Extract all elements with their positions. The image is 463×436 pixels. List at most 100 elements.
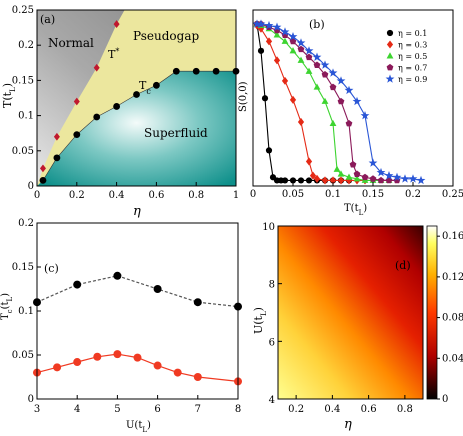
- tstar-point: [73, 97, 80, 106]
- panel-d-ytick-label: 4: [269, 395, 275, 406]
- panel-c-ylabel: Tc(tL): [0, 293, 14, 320]
- panel-b-xtick-label: 0.1: [325, 189, 341, 200]
- panel-a-ytick-label: 0.15: [12, 75, 34, 86]
- series-point: [281, 37, 289, 44]
- colorbar-tick-label: 0: [442, 394, 448, 405]
- panel-c-ticks: 3 4 5 6 7 8 0 0.05 0.1 0.15 0.2: [12, 218, 241, 415]
- series-point: [408, 174, 418, 183]
- panel-b-legend: η = 0.1 η = 0.3 η = 0.5 η = 0.7 η = 0.9: [385, 29, 427, 84]
- colorbar-tick-label: 0.04: [442, 353, 463, 364]
- colorbar-tick-label: 0.16: [442, 231, 463, 242]
- series-point: [337, 176, 345, 185]
- series-point: [344, 85, 354, 95]
- panel-a-marks: [39, 20, 240, 184]
- series-point: [353, 170, 361, 177]
- panel-a-xtick-label: 0.2: [69, 190, 85, 201]
- tstar-point: [113, 20, 120, 28]
- tc-point: [172, 67, 180, 75]
- series-point: [329, 83, 337, 91]
- panel-a: 0 0.2 0.4 0.6 0.8 1 0 0.05 0.1 0.15 0.2 0.25 (a) No…: [1, 5, 240, 219]
- series-point: [281, 76, 289, 85]
- series-point: [305, 177, 313, 184]
- panel-b-label: (b): [309, 18, 325, 31]
- series-point: [352, 96, 362, 106]
- series-point: [313, 61, 321, 68]
- panel-c-xtick-label: 6: [154, 404, 160, 415]
- series-point: [321, 176, 329, 185]
- series-point: [297, 177, 305, 184]
- series-point: [289, 95, 297, 104]
- colorbar: [426, 225, 438, 400]
- series-point: [416, 175, 426, 185]
- legend-label: η = 0.1: [398, 29, 427, 38]
- tc-point: [53, 154, 61, 162]
- panel-a-xlabel: η: [133, 204, 141, 219]
- legend-label: η = 0.3: [398, 41, 427, 50]
- series-point: [113, 271, 122, 280]
- series-point: [281, 177, 289, 184]
- tc-point: [93, 113, 101, 121]
- panel-d-ticks: 0.2 0.4 0.6 0.8 4 6 8 10: [262, 222, 413, 415]
- series-point: [328, 68, 338, 77]
- panel-a-xtick-label: 1: [233, 190, 239, 201]
- panel-b-ticks: 0 0.05 0.1 0.15 0.2 0.25: [250, 182, 463, 200]
- series-point: [193, 298, 202, 307]
- panel-a-xtick-label: 0.4: [109, 190, 125, 201]
- panel-a-ytick-label: 0: [28, 181, 34, 192]
- panel-a-ytick-label: 0.2: [18, 40, 34, 51]
- panel-c-label: (c): [44, 262, 59, 275]
- panel-c-ytick-label: 0.2: [18, 218, 34, 229]
- panel-c-ytick-label: 0: [28, 394, 34, 405]
- series-point: [385, 176, 393, 184]
- series-point: [305, 53, 313, 61]
- series-point: [329, 176, 337, 185]
- series-point: [133, 353, 142, 362]
- panel-a-ytick-label: 0.05: [12, 146, 34, 157]
- panel-b-xtick-label: 0.2: [405, 189, 421, 200]
- panel-d-ylabel: U(tL): [252, 307, 268, 334]
- panel-d-ytick-label: 10: [262, 222, 275, 233]
- panel-c-xlabel: U(tL): [126, 420, 151, 434]
- colorbar-tick-label: 0.12: [442, 272, 463, 283]
- tc-point: [212, 67, 220, 75]
- panel-c-ytick-label: 0.1: [18, 306, 34, 317]
- superfluid-region: [37, 71, 236, 186]
- panel-d-frame: [277, 225, 424, 400]
- legend-label: η = 0.7: [398, 64, 427, 73]
- region-label-normal: Normal: [48, 36, 94, 50]
- panel-a-xtick-label: 0.6: [148, 190, 164, 201]
- series-point: [297, 45, 305, 53]
- panel-b-xtick-label: 0: [250, 189, 256, 200]
- legend-marker: [386, 29, 394, 37]
- tstar-point: [39, 164, 46, 173]
- series-point: [272, 22, 282, 31]
- tstar-point: [93, 63, 100, 72]
- series-point: [73, 358, 82, 367]
- series-point: [360, 110, 370, 120]
- panel-c-xtick-label: 7: [195, 404, 201, 415]
- legend-marker: [385, 74, 395, 83]
- series-point: [320, 60, 330, 69]
- series-line: [256, 25, 365, 181]
- panel-a-xtick-label: 0: [34, 190, 40, 201]
- series-point: [321, 97, 329, 104]
- series-point: [265, 147, 273, 154]
- series-point: [289, 47, 297, 54]
- panel-c: 3 4 5 6 7 8 0 0.05 0.1 0.15 0.2 (c) U(tL) Tc(tL): [0, 218, 242, 434]
- series-point: [257, 47, 265, 54]
- series-point: [296, 38, 306, 47]
- legend-marker: [386, 40, 394, 49]
- series-point: [173, 368, 182, 377]
- region-label-tstar: T*: [108, 47, 119, 62]
- panel-c-ytick-label: 0.15: [12, 262, 34, 273]
- series-point: [252, 19, 262, 28]
- panel-c-xtick-label: 5: [114, 404, 120, 415]
- panel-d-xtick-label: 0.8: [397, 404, 413, 415]
- panel-a-label: (a): [40, 13, 55, 26]
- series-point: [153, 285, 162, 293]
- series-point: [349, 161, 357, 168]
- panel-d-ytick-label: 6: [269, 337, 275, 348]
- series-point: [400, 174, 410, 183]
- series-point: [264, 20, 274, 30]
